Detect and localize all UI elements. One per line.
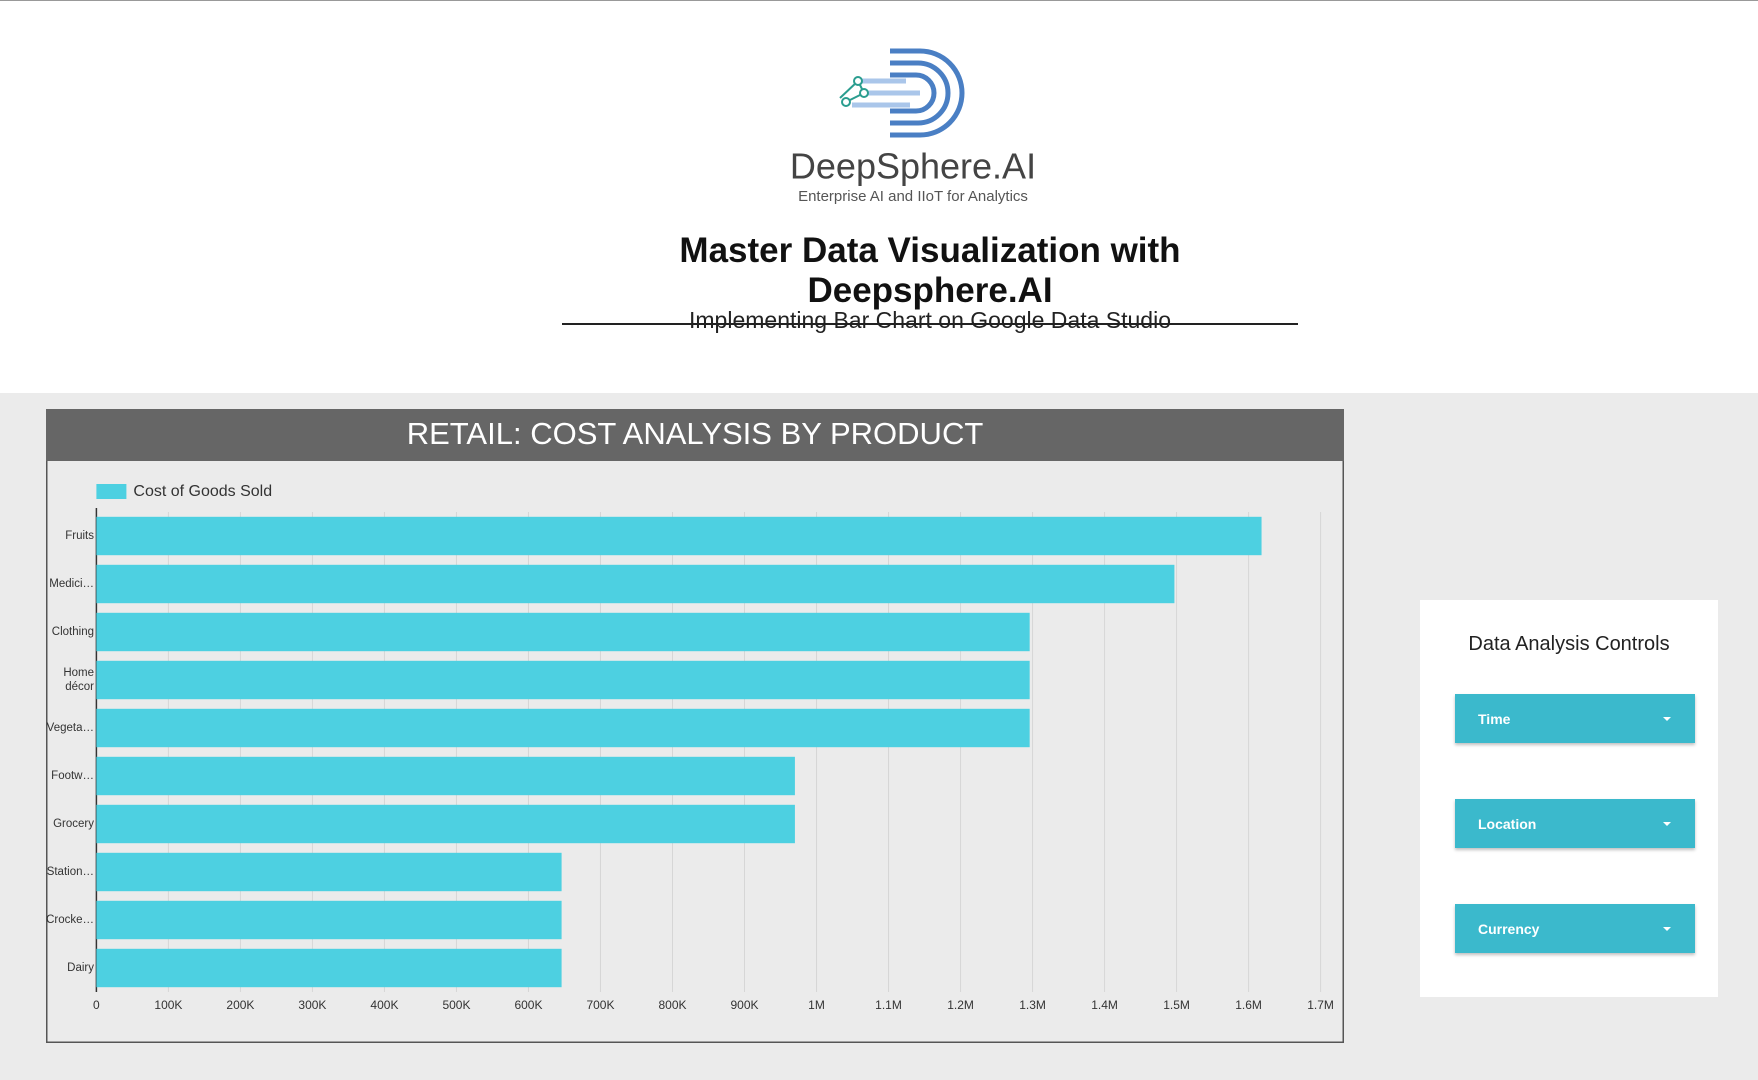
- x-tick-label: 1.3M: [1019, 998, 1046, 1012]
- x-tick-label: 1.7M: [1307, 998, 1334, 1012]
- x-tick-label: 100K: [154, 998, 182, 1012]
- bar: [96, 852, 562, 892]
- page-title: Master Data Visualization with Deepspher…: [562, 231, 1298, 325]
- legend-label: Cost of Goods Sold: [133, 483, 272, 500]
- x-tick-label: 1.1M: [875, 998, 902, 1012]
- control-dropdown[interactable]: Time: [1455, 694, 1695, 743]
- x-tick-label: 1M: [808, 998, 825, 1012]
- chart-title: RETAIL: COST ANALYSIS BY PRODUCT: [407, 416, 984, 451]
- controls-panel: Data Analysis Controls Time Location Curre…: [1420, 600, 1718, 997]
- y-tick-label: Dairy: [67, 962, 94, 974]
- x-tick-label: 1.4M: [1091, 998, 1118, 1012]
- y-tick-label: Footw…: [51, 770, 94, 782]
- x-tick-label: 500K: [442, 998, 470, 1012]
- x-tick-label: 1.5M: [1163, 998, 1190, 1012]
- legend-swatch: [96, 484, 127, 499]
- bar: [96, 708, 1030, 748]
- x-tick-label: 700K: [586, 998, 614, 1012]
- x-tick-label: 800K: [658, 998, 686, 1012]
- bar: [96, 804, 795, 844]
- logo: DeepSphere.AI Enterprise AI and IIoT for…: [790, 48, 1036, 205]
- x-tick-label: 400K: [370, 998, 398, 1012]
- bar: [96, 564, 1175, 604]
- chart: RETAIL: COST ANALYSIS BY PRODUCT 0 100K 20…: [46, 409, 1344, 1043]
- y-tick-label: Grocery: [53, 818, 94, 830]
- bar: [96, 948, 562, 988]
- x-tick-label: 1.6M: [1235, 998, 1262, 1012]
- x-tick-label: 1.2M: [947, 998, 974, 1012]
- y-tick-label: Vegeta…: [46, 722, 94, 734]
- page-subtitle: Implementing Bar Chart on Google Data St…: [689, 307, 1171, 333]
- x-tick-label: 600K: [514, 998, 542, 1012]
- y-tick-label: Station…: [46, 866, 94, 878]
- y-tick-label: Clothing: [51, 626, 94, 638]
- logo-tagline: Enterprise AI and IIoT for Analytics: [798, 188, 1028, 205]
- y-tick-label: Fruits: [65, 530, 94, 542]
- header: DeepSphere.AI Enterprise AI and IIoT for…: [0, 0, 1758, 393]
- x-tick-label: 0: [93, 998, 100, 1012]
- bar: [96, 612, 1030, 652]
- y-tick-label: Crocke…: [46, 914, 94, 926]
- bar: [96, 756, 795, 796]
- control-dropdown[interactable]: Currency: [1455, 904, 1695, 953]
- control-dropdown[interactable]: Location: [1455, 799, 1695, 848]
- bar: [96, 900, 562, 940]
- x-tick-label: 900K: [730, 998, 758, 1012]
- bar: [96, 660, 1030, 700]
- y-tick-label: Home décor: [63, 667, 94, 693]
- logo-name: DeepSphere.AI: [790, 146, 1036, 187]
- y-tick-label: Medici…: [49, 578, 94, 590]
- controls-title: Data Analysis Controls: [1468, 633, 1670, 655]
- bar: [96, 516, 1262, 556]
- x-tick-label: 300K: [298, 998, 326, 1012]
- x-tick-label: 200K: [226, 998, 254, 1012]
